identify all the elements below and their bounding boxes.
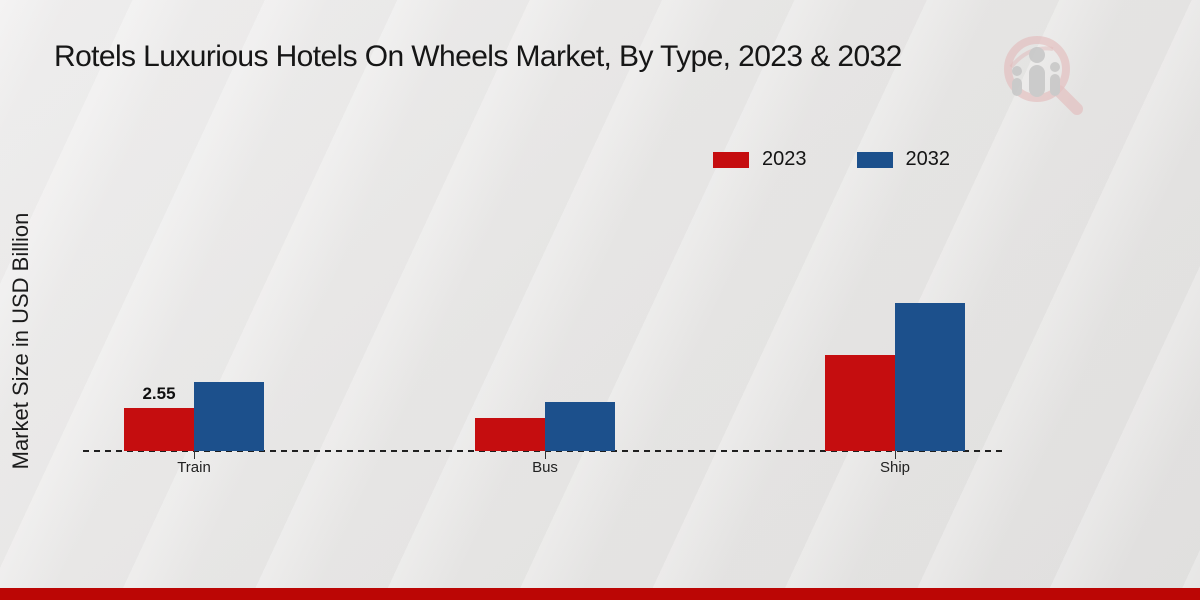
bar-2023-ship [825, 355, 895, 451]
legend-label: 2032 [905, 148, 951, 170]
magnifying-glass-bar-chart-logo [1004, 36, 1083, 115]
bar-2032-ship [895, 303, 965, 451]
legend-item-2023: 2023 [713, 148, 807, 171]
legend: 2023 2032 [713, 148, 950, 171]
legend-swatch-2023 [713, 151, 749, 168]
legend-label: 2023 [762, 148, 807, 170]
axis-tick [895, 451, 896, 459]
category-group-train: 2.55 Train [124, 0, 264, 476]
bar-value-label: 2.55 [142, 384, 176, 403]
category-label-ship: Ship [879, 459, 911, 476]
bar-2023-train: 2.55 [124, 384, 194, 451]
footer-accent-bar [0, 588, 1200, 600]
category-group-bus: Bus [475, 0, 615, 476]
bar-2032-bus [545, 402, 615, 451]
category-label-bus: Bus [532, 459, 558, 476]
legend-item-2032: 2032 [856, 148, 951, 171]
axis-tick [194, 451, 195, 459]
bar-2032-train [194, 382, 264, 451]
chart-title: Rotels Luxurious Hotels On Wheels Market… [54, 40, 902, 73]
axis-tick [545, 451, 546, 459]
category-label-train: Train [177, 459, 211, 476]
category-group-ship: Ship [825, 0, 965, 476]
legend-swatch-2032 [856, 151, 893, 168]
bar-2023-bus [475, 418, 545, 451]
